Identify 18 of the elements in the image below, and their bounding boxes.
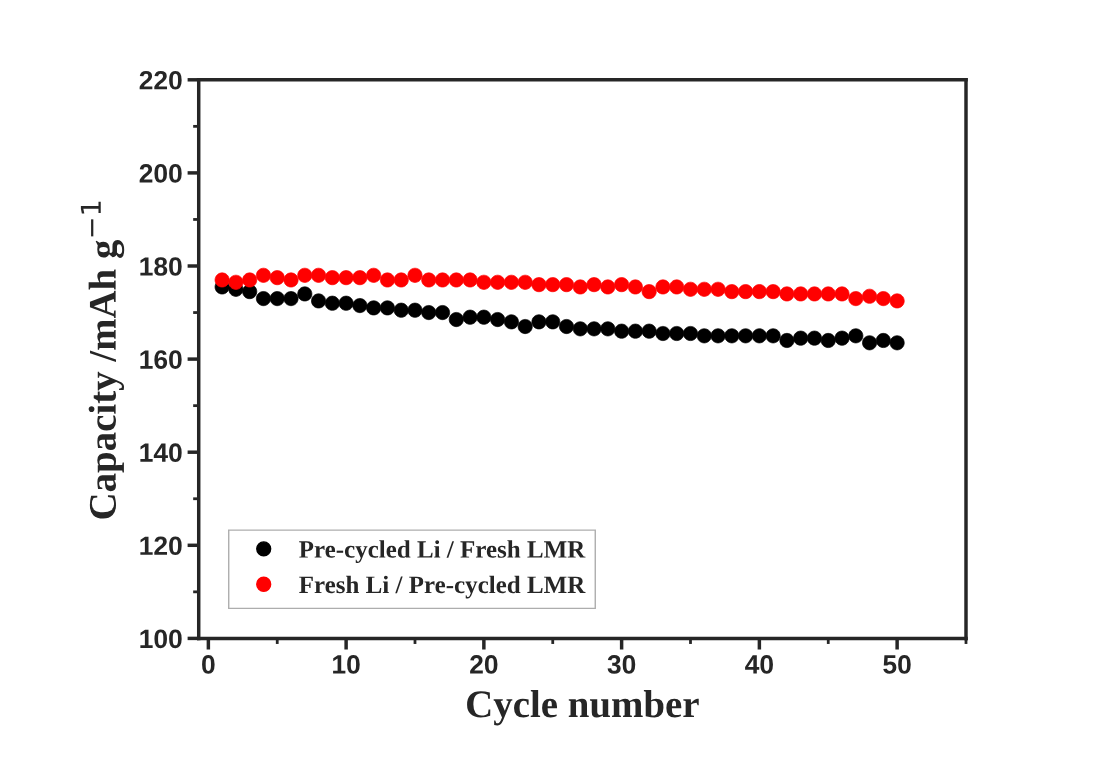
legend-label: Fresh Li / Pre-cycled LMR xyxy=(299,575,586,599)
x-tick-label: 50 xyxy=(883,655,911,674)
x-tick-label: 0 xyxy=(202,655,215,674)
y-tick-label: 140 xyxy=(140,443,182,463)
y-tick-label: 160 xyxy=(140,350,182,369)
x-tick-label: 10 xyxy=(333,655,360,674)
x-tick-label: 40 xyxy=(745,655,773,674)
y-tick-label: 120 xyxy=(140,536,182,556)
x-tick-label: 30 xyxy=(607,655,636,674)
point xyxy=(889,335,905,351)
x-axis-title: Cycle number xyxy=(467,690,699,726)
x-tick-label: 20 xyxy=(470,655,498,674)
y-tick-label: 100 xyxy=(140,629,182,649)
y-tick-label: 220 xyxy=(139,70,182,90)
y-tick-label: 180 xyxy=(140,257,182,276)
y-axis-title: Capacity /mAh g$^{−1}$ xyxy=(80,201,125,519)
legend-label: Pre-cycled Li / Fresh LMR xyxy=(299,540,586,564)
y-tick-label: 200 xyxy=(139,164,182,183)
